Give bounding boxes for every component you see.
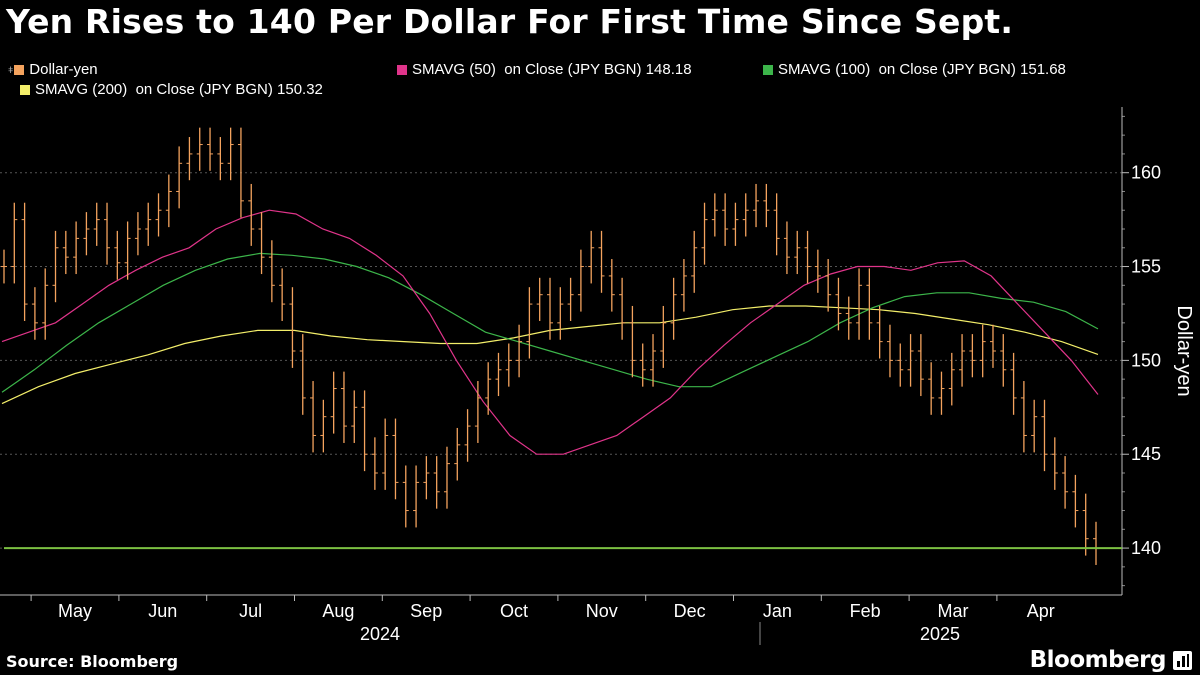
gridlines (0, 172, 1122, 549)
legend-item-smavg-50: SMAVG (50) on Close (JPY BGN) 148.18 (397, 61, 692, 78)
legend-label-smavg-50: SMAVG (50) on Close (JPY BGN) 148.18 (412, 61, 692, 78)
x-tick-label-Sep: Sep (410, 601, 442, 621)
legend-label-dollar-yen: Dollar-yen (29, 61, 98, 78)
legend-item-smavg-100: SMAVG (100) on Close (JPY BGN) 151.68 (763, 61, 1066, 78)
brand-logo-text: Bloomberg (1029, 647, 1167, 673)
legend-swatch-smavg-50 (397, 64, 407, 75)
y-tick-label-150: 150 (1131, 350, 1161, 370)
legend-swatch-dollar-yen (14, 64, 25, 75)
x-tick-label-Oct: Oct (500, 601, 528, 621)
legend-marker-glyph: ǂ (8, 64, 14, 75)
x-tick-label-Nov: Nov (586, 601, 618, 621)
x-tick-label-Jun: Jun (148, 601, 177, 621)
source-note: Source: Bloomberg (6, 652, 179, 671)
x-tick-label-Jan: Jan (763, 601, 792, 621)
x-tick-label-Aug: Aug (322, 601, 354, 621)
bloomberg-chart-icon (1173, 651, 1192, 670)
x-tick-label-Feb: Feb (850, 601, 881, 621)
y-axis-title: Dollar-yen (1173, 305, 1195, 396)
legend-swatch-smavg-200 (20, 84, 30, 95)
chart-title: Yen Rises to 140 Per Dollar For First Ti… (6, 2, 1014, 41)
y-tick-label-155: 155 (1131, 257, 1161, 277)
legend-swatch-smavg-100 (763, 64, 773, 75)
legend-label-smavg-200: SMAVG (200) on Close (JPY BGN) 150.32 (35, 81, 323, 98)
x-tick-label-May: May (58, 601, 92, 621)
chart-marks (1, 127, 1122, 565)
x-tick-label-Dec: Dec (674, 601, 706, 621)
legend-item-dollar-yen: ǂ Dollar-yen (8, 61, 98, 78)
x-tick-label-Apr: Apr (1027, 601, 1055, 621)
series-line-smavg-100 (1, 252, 1099, 393)
series-line-smavg-50 (1, 209, 1099, 455)
x-year-label-2024: 2024 (360, 624, 400, 644)
x-tick-label-Mar: Mar (938, 601, 969, 621)
legend-label-smavg-100: SMAVG (100) on Close (JPY BGN) 151.68 (778, 61, 1066, 78)
x-tick-label-Jul: Jul (239, 601, 262, 621)
y-tick-label-160: 160 (1131, 163, 1161, 183)
y-tick-label-140: 140 (1131, 538, 1161, 558)
y-tick-label-145: 145 (1131, 444, 1161, 464)
legend-item-smavg-200: SMAVG (200) on Close (JPY BGN) 150.32 (20, 81, 323, 98)
axes: 140 145 150 155 160 Dollar-yen May Jun Jul Aug Sep… (0, 107, 1195, 645)
x-year-label-2025: 2025 (920, 624, 960, 644)
